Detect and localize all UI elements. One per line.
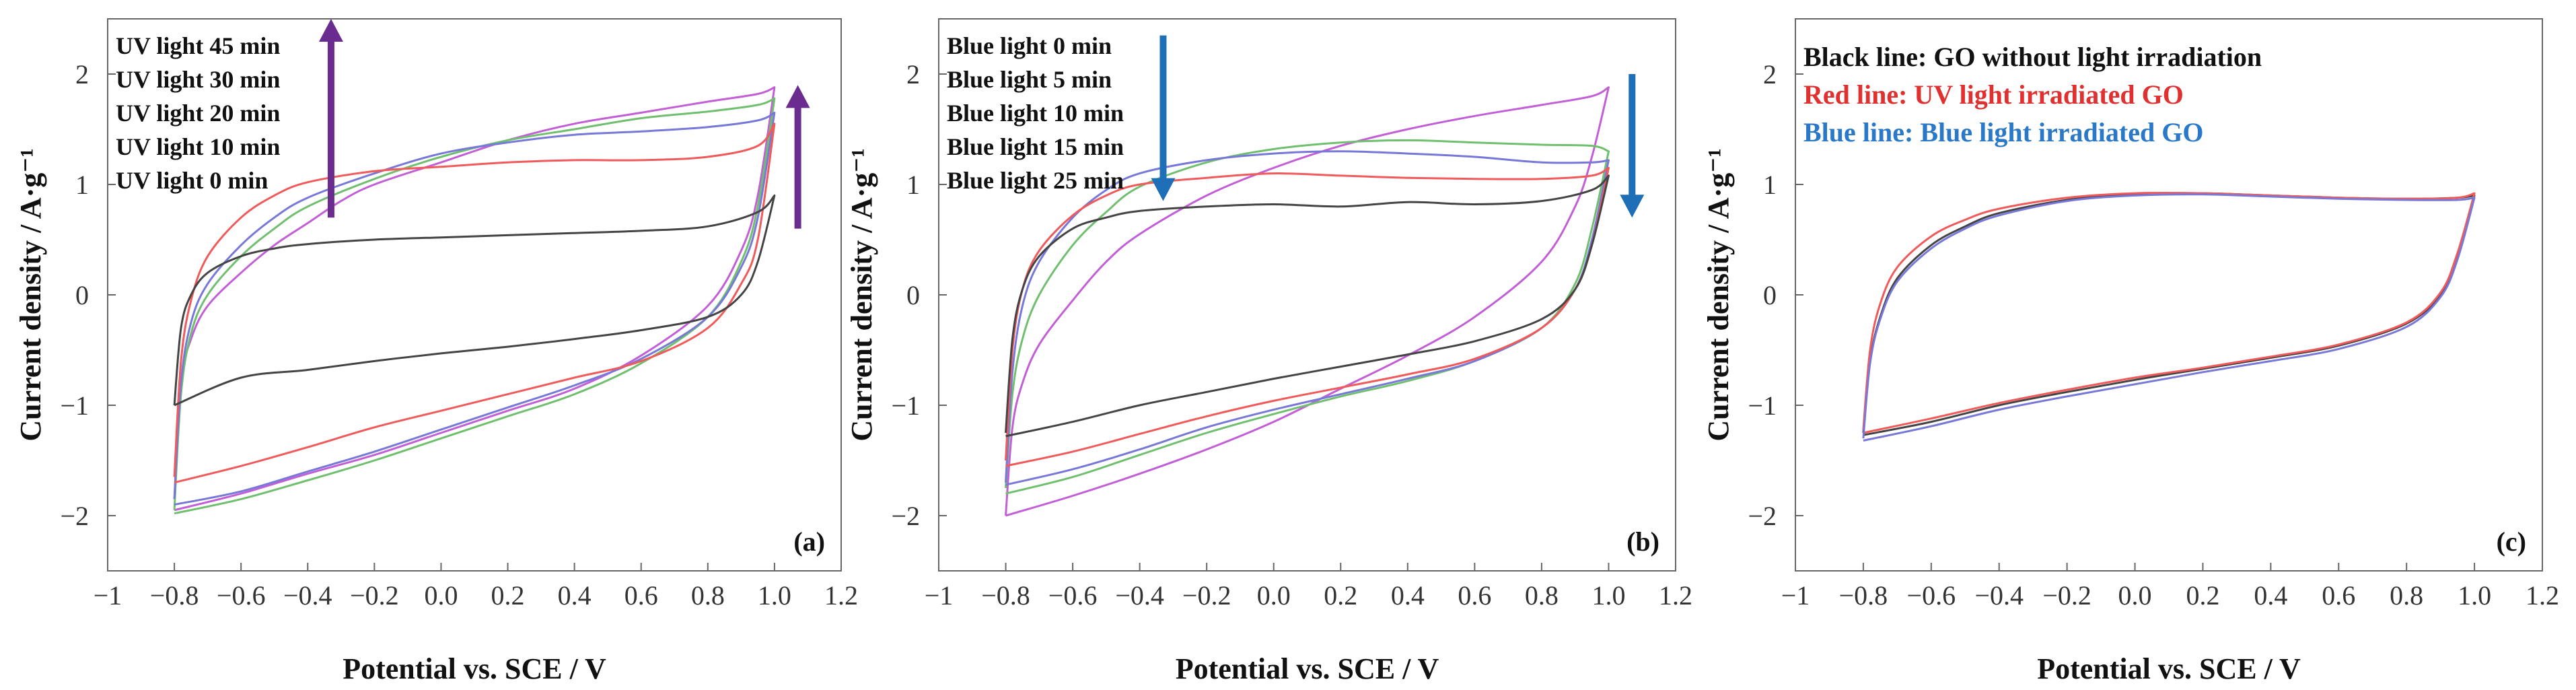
legend-entry: UV light 0 min — [116, 167, 268, 194]
legend-entry: Blue light 10 min — [947, 100, 1124, 127]
x-tick-label: 0.6 — [1458, 580, 1491, 611]
y-tick-label: 2 — [1763, 59, 1777, 90]
x-tick-label: 0.8 — [691, 580, 725, 611]
x-tick-label: 1.0 — [2458, 580, 2491, 611]
x-tick-label: 0.0 — [1257, 580, 1291, 611]
arrow-head — [1151, 178, 1176, 201]
x-tick-label: 0.0 — [2118, 580, 2152, 611]
chart-panel-2: −1 −0.8 −0.6 −0.4 −0.2 0.0 0.2 0.4 0.6 0.8 1.0 1.2 −… — [845, 18, 1692, 685]
legend-entry: Blue light 5 min — [947, 66, 1112, 93]
x-tick-label: −0.2 — [2042, 580, 2091, 611]
legend-entry: Blue light 15 min — [947, 133, 1124, 160]
x-tick-label: 1.0 — [758, 580, 791, 611]
x-tick-label: 0.6 — [624, 580, 658, 611]
x-tick-label: −0.6 — [1907, 580, 1956, 611]
legend-entry: Black line: GO without light irradiation — [1803, 42, 2262, 72]
x-tick-label: −0.8 — [150, 580, 199, 611]
arrow-head — [1620, 195, 1645, 218]
y-tick-label: 1 — [906, 170, 920, 200]
x-tick-label: −0.6 — [1048, 580, 1098, 611]
x-tick-label: 1.0 — [1591, 580, 1625, 611]
series-line-4 — [173, 123, 776, 484]
x-tick-label: 0.2 — [2186, 580, 2219, 611]
legend-entry: UV light 30 min — [116, 66, 280, 93]
x-tick-label: 0.4 — [1391, 580, 1425, 611]
x-tick-label: −0.8 — [981, 580, 1030, 611]
y-tick-label: 0 — [1763, 280, 1777, 310]
panel-label: (a) — [793, 526, 825, 557]
x-tick-label: 1.2 — [2526, 580, 2559, 611]
x-axis-title: Potential vs. SCE / V — [1176, 652, 1439, 685]
chart-panel-1: −1 −0.8 −0.6 −0.4 −0.2 0.0 0.2 0.4 0.6 0.8 1.0 1.2 −… — [14, 18, 858, 685]
legend-entry: UV light 20 min — [116, 100, 280, 127]
x-tick-label: −1 — [925, 580, 954, 611]
x-tick-label: 0.8 — [2390, 580, 2423, 611]
legend-entry: UV light 10 min — [116, 133, 280, 160]
series-line-5 — [173, 194, 776, 407]
series-line-4 — [1005, 166, 1610, 467]
y-tick-label: 0 — [906, 280, 920, 310]
y-axis-title: Current density / A·g⁻¹ — [14, 148, 47, 441]
panel-label: (b) — [1626, 526, 1659, 557]
y-tick-label: −1 — [1748, 390, 1777, 421]
x-axis-title: Potential vs. SCE / V — [2037, 652, 2301, 685]
arrow-head — [318, 19, 343, 42]
y-tick-label: −1 — [891, 390, 920, 421]
x-tick-label: 0.2 — [1324, 580, 1357, 611]
x-tick-label: 0.0 — [424, 580, 458, 611]
x-tick-label: 0.4 — [2254, 580, 2287, 611]
series-line-2 — [173, 97, 776, 515]
y-axis-title: Current density / A·g⁻¹ — [845, 148, 878, 441]
x-tick-label: −0.4 — [283, 580, 332, 611]
y-tick-label: −1 — [60, 390, 89, 421]
arrow-head — [785, 85, 810, 108]
legend-entry: Blue light 25 min — [947, 167, 1124, 194]
y-tick-label: 0 — [75, 280, 89, 310]
x-axis-title: Potential vs. SCE / V — [343, 652, 606, 685]
series-line-1 — [173, 86, 776, 512]
x-tick-label: 0.4 — [558, 580, 592, 611]
x-tick-label: 0.8 — [1525, 580, 1559, 611]
series-line-1 — [1862, 192, 2476, 436]
x-tick-label: −0.2 — [350, 580, 399, 611]
x-tick-label: 1.2 — [824, 580, 858, 611]
legend-entry: Blue line: Blue light irradiated GO — [1803, 117, 2203, 147]
x-tick-label: −0.4 — [1115, 580, 1164, 611]
chart-panel-3: −1 −0.8 −0.6 −0.4 −0.2 0.0 0.2 0.4 0.6 0.8 1.0 1.2 −… — [1702, 18, 2559, 685]
series-line-5 — [1005, 174, 1610, 438]
x-tick-label: −0.6 — [217, 580, 266, 611]
x-tick-label: 0.2 — [491, 580, 525, 611]
series-line-3 — [1005, 150, 1610, 486]
x-tick-label: −0.2 — [1182, 580, 1231, 611]
y-tick-label: −2 — [891, 501, 920, 531]
y-tick-label: 2 — [906, 59, 920, 90]
series-line-2 — [1005, 139, 1610, 495]
legend-entry: Blue light 0 min — [947, 32, 1112, 59]
x-tick-label: 0.6 — [2322, 580, 2355, 611]
y-tick-label: 1 — [75, 170, 89, 200]
series-line-1 — [1005, 86, 1610, 517]
legend-entry: Red line: UV light irradiated GO — [1803, 79, 2184, 110]
x-tick-label: −0.8 — [1839, 580, 1888, 611]
series-line-2 — [1862, 191, 2476, 434]
y-tick-label: 1 — [1763, 170, 1777, 200]
x-tick-label: 1.2 — [1659, 580, 1692, 611]
series-line-3 — [173, 111, 776, 506]
y-tick-label: 2 — [75, 59, 89, 90]
y-tick-label: −2 — [60, 501, 89, 531]
x-tick-label: −0.4 — [1974, 580, 2024, 611]
x-tick-label: −1 — [1781, 580, 1810, 611]
legend-entry: UV light 45 min — [116, 32, 280, 59]
series-line-3 — [1862, 193, 2476, 442]
panel-label: (c) — [2497, 526, 2526, 557]
y-tick-label: −2 — [1748, 501, 1777, 531]
x-tick-label: −1 — [94, 580, 122, 611]
y-axis-title: Current density / A·g⁻¹ — [1702, 148, 1735, 441]
panels-group: −1 −0.8 −0.6 −0.4 −0.2 0.0 0.2 0.4 0.6 0.8 1.0 1.2 −… — [14, 18, 2559, 685]
